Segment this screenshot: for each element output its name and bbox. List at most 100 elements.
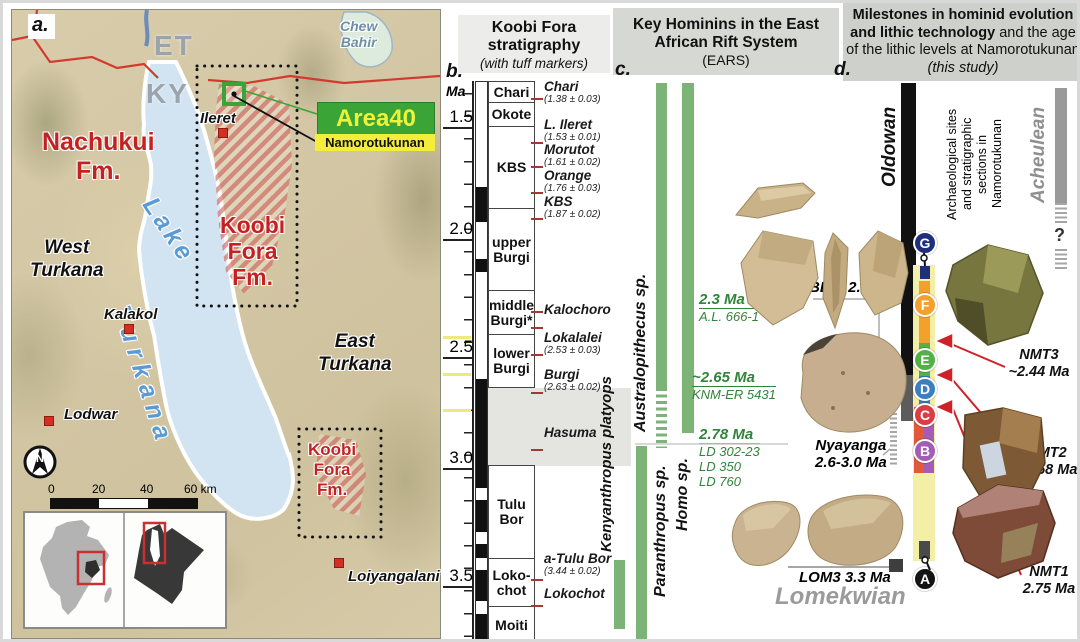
- inset-africa-redbox: [76, 550, 106, 586]
- oldowan-tool-facet: [873, 231, 903, 278]
- chew-bahir-label: Chew Bahir: [340, 18, 378, 50]
- area40-box: Area40: [317, 102, 435, 136]
- lomekwian-tool-facet: [743, 504, 791, 531]
- inset-africa: [40, 520, 109, 615]
- tuff-kalochoro: Kalochoro: [544, 302, 611, 317]
- hominins-header: Key Hominins in the East African Rift Sy…: [613, 8, 839, 75]
- acheulean-bar: [1055, 88, 1067, 203]
- polarity-seg: [476, 500, 487, 532]
- namorotukunan-tag: Namorotukunan: [315, 134, 435, 151]
- inset-africa-kenya: [85, 560, 100, 578]
- sections-note-line: Archaeological sites: [945, 108, 959, 220]
- sections-note-line: sections in: [975, 134, 989, 194]
- oldowan-tool-render-1: [735, 182, 816, 219]
- tuff-lokalalei: Lokalalei (2.53 ± 0.03): [544, 330, 602, 357]
- scale-label-0: 0: [48, 482, 55, 496]
- inset-kenya-redbox: [142, 521, 167, 565]
- find-knmer5431: ~2.65 Ma KNM-ER 5431: [692, 369, 776, 402]
- homo-label: Homo sp.: [674, 458, 691, 532]
- ileret-label: Ileret: [200, 110, 236, 127]
- level-g-pin-dot: [920, 254, 928, 262]
- australopithecus-bar: [656, 83, 667, 388]
- nmt1-leader-line: [952, 408, 1022, 576]
- scale-seg-2: [148, 499, 197, 508]
- nmt3-artifact-facet: [983, 245, 1028, 293]
- tuff-orange: Orange (1.76 ± 0.03): [544, 168, 601, 195]
- core-speckle: [831, 406, 835, 410]
- unit-middle-burgi: middle Burgi*: [488, 290, 535, 335]
- west-turkana-label: West Turkana: [30, 237, 104, 281]
- tuff-tick: [531, 354, 543, 356]
- tuff-kbs: KBS (1.87 ± 0.02): [544, 194, 601, 221]
- compass-n: N: [36, 453, 44, 465]
- lodwar-marker: [44, 416, 54, 426]
- level-a-marker: [919, 541, 930, 559]
- namorotukunan-dot: [231, 91, 237, 97]
- level-circle-b: B: [913, 439, 937, 463]
- axis-unit-label: Ma: [446, 83, 466, 99]
- nmt1-label: NMT1 2.75 Ma: [1022, 564, 1076, 597]
- tuff-tick: [531, 327, 543, 329]
- scale-label-60: 60 km: [184, 482, 217, 496]
- nmt2-arrow: [933, 365, 954, 385]
- tuff-tick: [531, 218, 543, 220]
- namorotukunan-label: Namorotukunan: [325, 135, 425, 150]
- country-code-et: ET: [154, 30, 194, 61]
- scale-label-20: 20: [92, 482, 106, 496]
- polarity-seg: [476, 570, 487, 601]
- nmt1-arrow: [933, 397, 954, 417]
- hominins-subtitle: (EARS): [702, 52, 750, 68]
- koobi-fora-south-label: Koobi Fora Fm.: [308, 440, 357, 499]
- oldowan-tool-facet: [758, 186, 811, 201]
- nmt1-index-line: [443, 409, 471, 412]
- inset-kenya-lake: [150, 529, 160, 566]
- inset-madagascar: [104, 587, 112, 603]
- tuff-l-ileret: L. Ileret (1.53 ± 0.01): [544, 117, 601, 144]
- tick-2-0: 2.0: [443, 219, 473, 241]
- bd1-label: BD1- 2.58 Ma: [809, 279, 903, 296]
- study-area-rect-north: [195, 64, 299, 308]
- nmt2-index-line: [443, 373, 471, 376]
- unit-lokochot: Loko- chot: [488, 558, 535, 607]
- level-circle-f: F: [913, 293, 937, 317]
- panel-b-label: b.: [446, 61, 463, 82]
- unit-moiti: Moiti: [488, 606, 535, 639]
- unit-tulu-bor: Tulu Bor: [488, 465, 535, 559]
- core-speckle: [866, 391, 870, 395]
- koobi-fora-exposure-south: [316, 434, 366, 516]
- tick-3-0: 3.0: [443, 448, 473, 470]
- paranthropus-bar: [636, 446, 647, 639]
- map-vector-layer: N: [11, 9, 441, 629]
- east-turkana-label: East Turkana: [318, 331, 392, 375]
- milestones-header: Milestones in hominid evolution and lith…: [843, 3, 1077, 81]
- milestones-title-bold: Milestones in hominid evolution and lith…: [850, 7, 1074, 41]
- tuff-tick: [531, 579, 543, 581]
- polarity-seg: [476, 614, 487, 639]
- koobi-fora-north-label: Koobi Fora Fm.: [220, 212, 286, 290]
- scale-label-40: 40: [140, 482, 154, 496]
- nmt1-artifact-facet: [1001, 523, 1038, 563]
- unit-okote: Okote: [488, 102, 535, 127]
- tick-3-5: 3.5: [443, 566, 473, 588]
- lom3-marker: [889, 559, 903, 572]
- nmt3-artifact-facet-dark: [955, 298, 988, 345]
- strat-subtitle: (with tuff markers): [479, 56, 588, 71]
- loiyangalani-label: Loiyangalani: [348, 568, 440, 585]
- kenyanthropus-label: Kenyanthropus platyops: [598, 376, 615, 552]
- nyayanga-label: Nyayanga 2.6-3.0 Ma: [815, 437, 887, 471]
- tuff-tick: [531, 142, 543, 144]
- lodwar-label: Lodwar: [64, 406, 118, 423]
- strat-title: Koobi Fora stratigraphy: [487, 19, 581, 54]
- panel-d-label: d.: [834, 59, 851, 80]
- tuff-a-tulu-bor: a-Tulu Bor (3.44 ± 0.02): [544, 551, 612, 578]
- tuff-tick: [531, 392, 543, 394]
- level-circle-a: A: [913, 567, 937, 591]
- polarity-strip: [475, 81, 488, 639]
- oldowan-tool-facet: [758, 231, 813, 265]
- nmt1-artifact-facet-top: [958, 485, 1043, 518]
- australopithecus-label: Australopithecus sp.: [632, 273, 649, 433]
- compass-needle: [32, 448, 48, 474]
- australopithecus-bar-dashed: [656, 388, 667, 448]
- lom3-label: LOM3 3.3 Ma: [799, 569, 891, 586]
